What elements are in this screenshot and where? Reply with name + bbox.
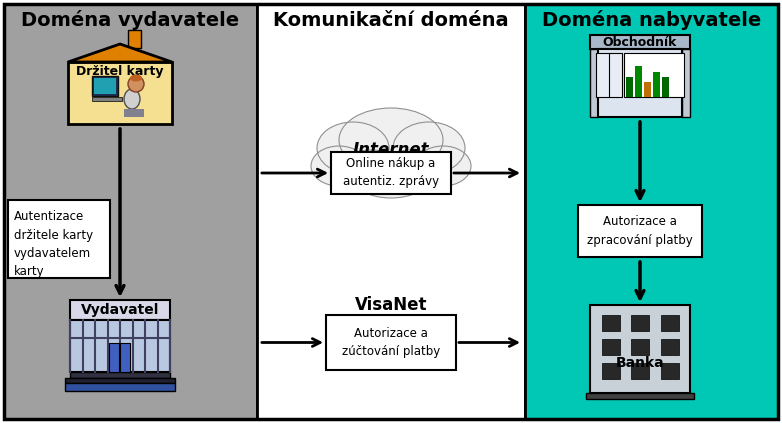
Ellipse shape [130, 74, 142, 82]
Bar [590, 305, 690, 393]
Bar [525, 4, 778, 419]
Bar [596, 53, 622, 97]
Text: Komunikační doména: Komunikační doména [273, 11, 509, 30]
Bar [92, 76, 118, 96]
Bar [68, 62, 172, 124]
Bar [682, 49, 690, 117]
Bar [631, 363, 649, 379]
Bar [644, 82, 651, 97]
Bar [92, 97, 122, 101]
Bar [661, 315, 679, 331]
Bar [662, 77, 669, 97]
Bar [631, 339, 649, 355]
Text: Vydavatel: Vydavatel [81, 303, 160, 317]
Bar [94, 78, 116, 94]
Bar [65, 383, 175, 391]
Bar [653, 72, 660, 97]
Text: Držitel karty: Držitel karty [77, 64, 163, 77]
Bar [578, 205, 702, 257]
Text: Autentizace
držitele karty
vydavatelem
karty: Autentizace držitele karty vydavatelem k… [14, 210, 93, 278]
Bar [70, 372, 170, 378]
Ellipse shape [339, 108, 443, 172]
Bar [586, 393, 694, 399]
Ellipse shape [311, 146, 367, 186]
Bar [128, 30, 141, 48]
Bar [120, 343, 130, 372]
Bar [661, 339, 679, 355]
Bar [4, 4, 257, 419]
Bar [590, 49, 598, 117]
Text: Autorizace a
zúčtování platby: Autorizace a zúčtování platby [342, 327, 440, 358]
Bar [70, 300, 170, 320]
Bar [124, 109, 144, 117]
Bar [631, 315, 649, 331]
Bar [601, 315, 619, 331]
Text: Banka: Banka [615, 356, 665, 370]
Bar [626, 77, 633, 97]
Polygon shape [68, 44, 172, 62]
Circle shape [128, 76, 144, 92]
Ellipse shape [377, 150, 445, 194]
Ellipse shape [393, 122, 465, 174]
Bar [70, 320, 170, 372]
Bar [635, 66, 642, 97]
Text: Internet: Internet [353, 141, 429, 159]
Ellipse shape [337, 150, 405, 194]
Bar [601, 339, 619, 355]
Text: Doména nabyvatele: Doména nabyvatele [542, 10, 761, 30]
Bar [326, 315, 456, 370]
Text: Autorizace a
zpracování platby: Autorizace a zpracování platby [587, 215, 693, 247]
Bar [624, 53, 684, 97]
Bar [590, 35, 690, 49]
Bar [661, 363, 679, 379]
Bar [109, 343, 119, 372]
Text: Online nákup a
autentiz. zprávy: Online nákup a autentiz. zprávy [343, 157, 439, 189]
Bar [598, 49, 682, 117]
Text: Obchodník: Obchodník [603, 36, 677, 49]
Ellipse shape [124, 89, 140, 109]
Bar [257, 4, 525, 419]
Ellipse shape [317, 122, 389, 174]
Text: VisaNet: VisaNet [355, 296, 427, 314]
Ellipse shape [353, 158, 429, 198]
Bar [601, 363, 619, 379]
Ellipse shape [415, 146, 471, 186]
Text: Doména vydavatele: Doména vydavatele [21, 10, 239, 30]
Bar [65, 378, 175, 383]
Bar [331, 152, 451, 194]
Bar [8, 200, 110, 278]
